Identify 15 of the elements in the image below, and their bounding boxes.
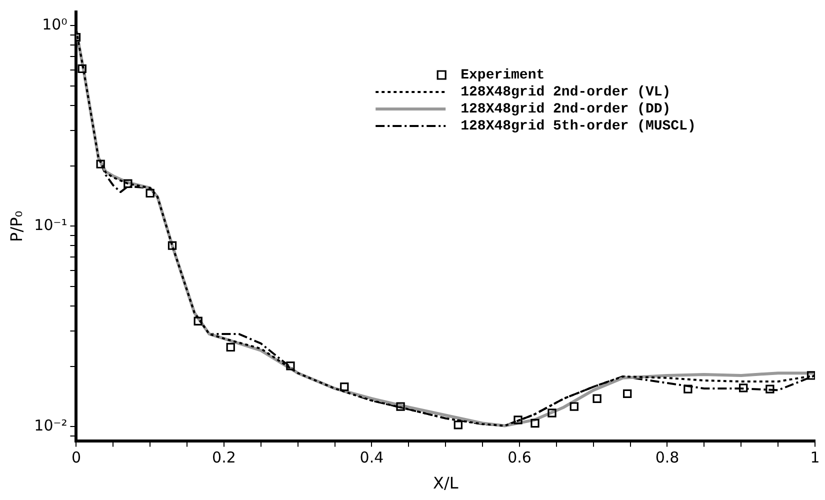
- y-tick-label: 10⁻²: [34, 416, 68, 435]
- y-tick-label: 10⁻¹: [34, 216, 68, 234]
- x-tick-label: 0: [71, 448, 81, 467]
- x-tick-label: 0.4: [360, 448, 384, 467]
- x-tick-label: 0.6: [508, 448, 532, 467]
- legend-label: 128X48grid 5th-order (MUSCL): [460, 118, 696, 135]
- legend-label: 128X48grid 2nd-order (DD): [460, 102, 671, 118]
- legend-label: 128X48grid 2nd-order (VL): [460, 84, 671, 101]
- x-tick-label: 1: [810, 448, 820, 467]
- x-tick-label: 0.2: [212, 448, 236, 467]
- y-tick-label: 10⁰: [42, 16, 68, 34]
- y-axis-title: P/P₀: [6, 210, 26, 242]
- x-axis-title: X/L: [432, 474, 458, 493]
- legend-label: Experiment: [460, 68, 545, 84]
- x-tick-label: 0.8: [655, 448, 680, 467]
